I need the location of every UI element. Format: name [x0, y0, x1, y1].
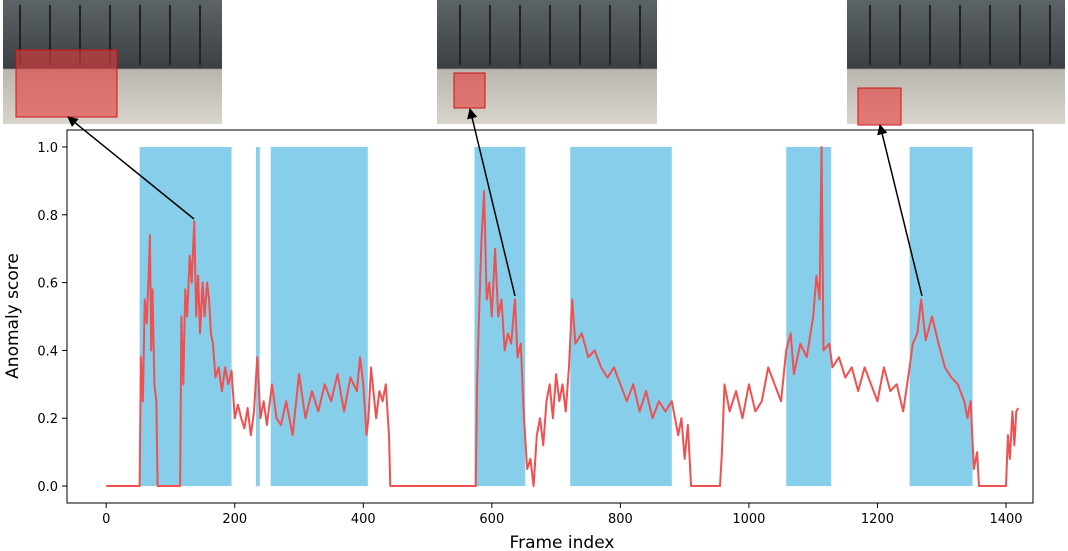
arrow	[67, 116, 195, 220]
ground-truth-region	[786, 146, 832, 487]
y-tick-label: 0.8	[37, 209, 58, 224]
x-axis-label: Frame index	[510, 533, 615, 551]
arrow	[877, 123, 923, 297]
arrow	[467, 107, 516, 297]
y-tick-label: 0.6	[37, 277, 58, 292]
thumbnail	[437, 0, 657, 124]
x-tick-label: 1400	[989, 512, 1022, 527]
thumbnail	[847, 0, 1065, 126]
y-tick-label: 1.0	[37, 141, 58, 156]
x-tick-label: 1000	[732, 512, 765, 527]
y-axis-label: Anomaly score	[3, 253, 23, 379]
ground-truth-region	[474, 146, 526, 487]
thumbnail	[3, 0, 222, 124]
x-tick-label: 200	[222, 512, 247, 527]
x-tick-label: 800	[608, 512, 633, 527]
y-tick-label: 0.4	[37, 344, 58, 359]
ground-truth-region	[255, 146, 260, 487]
anomaly-line	[106, 145, 1020, 488]
ground-truth-region	[570, 146, 672, 487]
x-tick-label: 0	[102, 512, 110, 527]
y-tick-label: 0.0	[37, 480, 58, 495]
x-tick-label: 400	[351, 512, 376, 527]
x-tick-label: 600	[479, 512, 504, 527]
ground-truth-region	[270, 146, 368, 487]
y-tick-label: 0.2	[37, 412, 58, 427]
plot-frame	[66, 129, 1034, 504]
x-tick-label: 1200	[861, 512, 894, 527]
